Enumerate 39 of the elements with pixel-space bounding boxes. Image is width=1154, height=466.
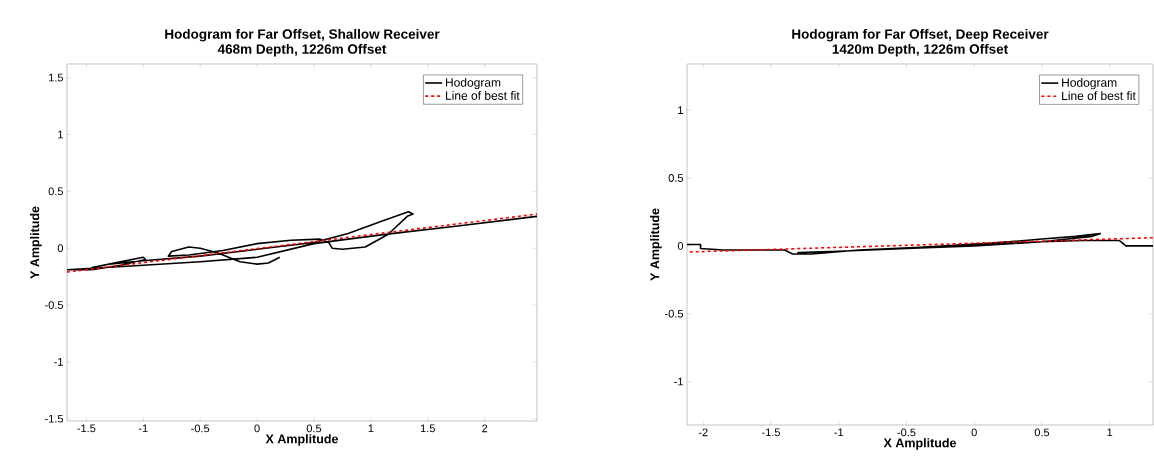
x-tick-label: -1 (138, 424, 148, 433)
y-tick-label: 0 (677, 241, 684, 250)
chart-title: Hodogram for Far Offset, Shallow Receiver (165, 28, 440, 42)
chart-subtitle: 1420m Depth, 1226m Offset (832, 43, 1008, 57)
y-tick-label: -0.5 (45, 301, 64, 309)
x-tick-label: 0 (254, 424, 260, 433)
x-axis-title: X Amplitude (265, 434, 339, 446)
legend-label: Line of best fit (1062, 91, 1136, 101)
y-axis-title: Y Amplitude (30, 206, 42, 279)
x-tick-label: 1 (1107, 428, 1113, 437)
chart-title: Hodogram for Far Offset, Deep Receiver (792, 28, 1049, 42)
x-tick-label: -2 (698, 428, 708, 437)
y-tick-label: 1.5 (49, 73, 64, 82)
x-tick-label: -1.5 (77, 424, 96, 433)
x-tick-label: 1.5 (420, 424, 435, 433)
legend-label: Line of best fit (445, 91, 520, 100)
x-tick-label: 1 (368, 424, 374, 433)
x-tick-label: -1.5 (762, 428, 781, 437)
legend-label: Hodogram (1062, 78, 1117, 90)
x-tick-label: 0.5 (306, 424, 322, 433)
y-tick-label: -0.5 (665, 309, 684, 318)
x-tick-label: -0.5 (191, 424, 210, 433)
x-tick-label: 0.5 (1034, 428, 1050, 437)
y-tick-label: 0.5 (668, 174, 684, 182)
y-tick-label: 1 (678, 106, 683, 114)
y-tick-label: -1 (674, 377, 683, 386)
x-tick-label: 0 (971, 428, 977, 437)
y-tick-label: 0.5 (48, 187, 64, 196)
y-tick-label: -1.5 (45, 414, 64, 423)
x-tick-label: 2 (482, 424, 488, 433)
chart-subtitle: 468m Depth, 1226m Offset (217, 43, 387, 57)
x-axis-title: X Amplitude (883, 438, 957, 450)
legend-label: Hodogram (445, 77, 501, 90)
y-tick-label: 0 (57, 244, 64, 253)
x-tick-label: -1 (834, 428, 844, 437)
y-tick-label: 1 (58, 130, 63, 139)
y-axis-title: Y Amplitude (650, 208, 662, 281)
x-tick-label: -0.5 (897, 428, 916, 437)
y-tick-label: -1 (54, 358, 63, 366)
